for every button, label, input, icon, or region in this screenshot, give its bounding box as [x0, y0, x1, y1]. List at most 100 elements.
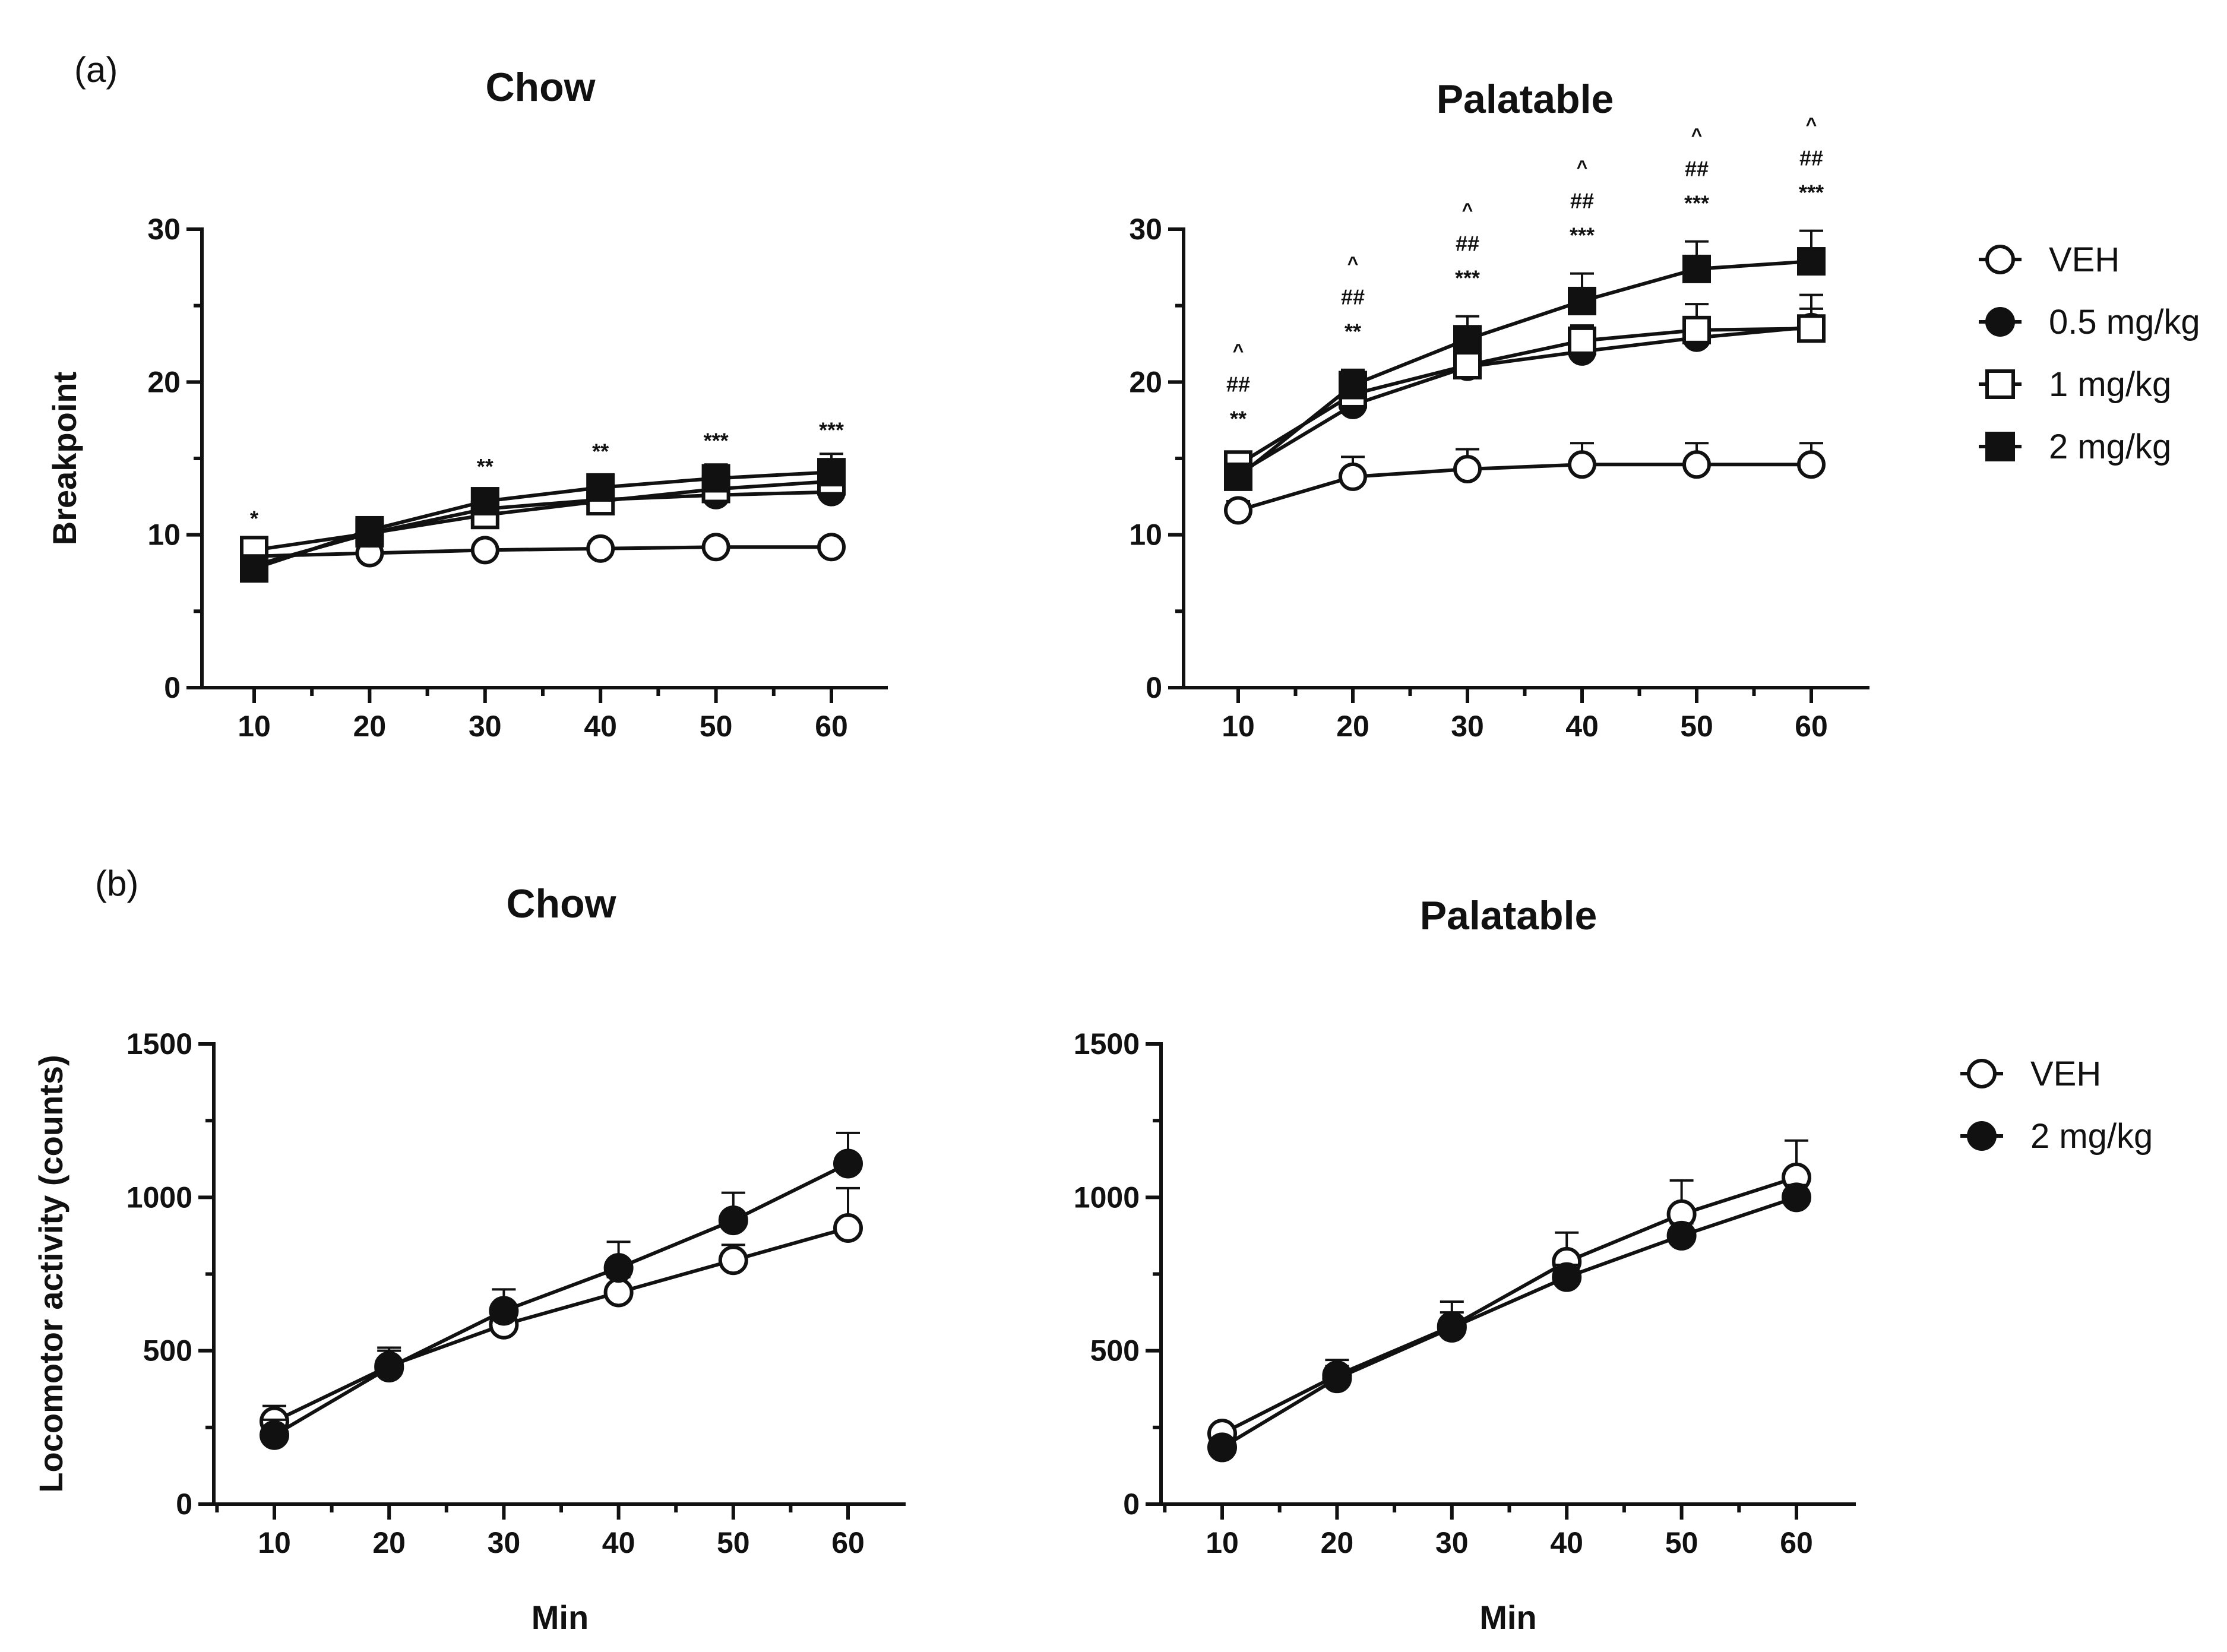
series-veh: [1224, 442, 1826, 525]
panel-label-a: (a): [74, 50, 118, 90]
significance-label: ***: [1570, 223, 1595, 248]
x-tick-label: 20: [353, 710, 387, 743]
legend-label: 2 mg/kg: [2030, 1117, 2153, 1156]
significance-label: *: [250, 507, 258, 531]
y-tick-label: 1500: [126, 1027, 192, 1061]
series-line: [273, 1162, 849, 1437]
data-point: [701, 464, 730, 493]
x-axis-label: Min: [1479, 1599, 1536, 1636]
y-tick-label: 0: [1123, 1488, 1140, 1521]
data-point: [1666, 1220, 1697, 1251]
significance-label: ***: [1455, 266, 1480, 290]
series-line: [1237, 325, 1812, 476]
chart-title: Palatable: [1437, 77, 1614, 122]
legend-label: VEH: [2030, 1055, 2101, 1093]
legend-top: VEH 0.5 mg/kg 1 mg/kg 2 mg/kg: [1979, 240, 2200, 466]
series-veh: [260, 1186, 863, 1436]
y-tick-label: 30: [147, 213, 181, 246]
x-tick-label: 10: [1222, 710, 1255, 743]
x-tick-label: 40: [1565, 710, 1599, 743]
data-point: [718, 1245, 748, 1276]
y-tick-label: 1000: [1074, 1181, 1140, 1214]
x-tick-label: 50: [717, 1526, 750, 1559]
data-point: [1224, 496, 1252, 525]
y-tick-label: 500: [143, 1334, 192, 1368]
data-point: [817, 533, 846, 562]
y-tick-label: 500: [1090, 1334, 1140, 1368]
data-point: [374, 1353, 404, 1383]
y-axis-label: Locomotor activity (counts): [32, 1055, 69, 1492]
x-tick-label: 40: [602, 1526, 635, 1559]
series-2-mg-kg: [240, 452, 846, 583]
data-point: [1453, 351, 1482, 380]
x-tick-label: 60: [1795, 710, 1828, 743]
x-tick-label: 30: [469, 710, 502, 743]
legend-marker: [1985, 307, 2015, 337]
y-tick-label: 20: [1129, 365, 1162, 398]
legend-marker: [1985, 432, 2015, 461]
significance-label: ^: [1347, 253, 1359, 274]
legend-item: VEH: [1979, 240, 2120, 279]
data-point: [1568, 450, 1596, 479]
legend-marker: [1967, 1121, 1997, 1151]
legend-label: 2 mg/kg: [2049, 428, 2171, 466]
data-point: [1453, 455, 1482, 484]
data-point: [1568, 286, 1596, 315]
data-point: [1453, 325, 1482, 354]
data-point: [1224, 462, 1252, 491]
legend-marker: [1967, 1059, 1997, 1088]
data-point: [1568, 326, 1596, 355]
data-point: [1682, 315, 1711, 344]
y-tick-label: 1500: [1074, 1027, 1140, 1061]
y-tick-label: 0: [1146, 671, 1162, 704]
significance-label: ^: [1577, 157, 1588, 178]
chart-b-chow: Chow 0 500 1000 1500 10 20 30 40 50 60 Locomotor ac…: [32, 881, 906, 1636]
y-tick-label: 30: [1129, 213, 1162, 246]
legend-bottom: VEH 2 mg/kg: [1960, 1055, 2153, 1156]
data-point: [718, 1205, 748, 1236]
data-point: [833, 1148, 863, 1179]
legend-item: 2 mg/kg: [1979, 428, 2171, 466]
x-tick-label: 40: [584, 710, 617, 743]
legend-item: 0.5 mg/kg: [1979, 303, 2200, 341]
x-tick-label: 30: [1435, 1526, 1469, 1559]
data-point: [603, 1277, 634, 1308]
significance-label: ^: [1233, 340, 1244, 361]
series-line: [1237, 259, 1812, 479]
data-point: [260, 1420, 289, 1450]
x-tick-label: 60: [1780, 1526, 1813, 1559]
x-tick-label: 20: [1336, 710, 1369, 743]
legend-item: VEH: [1960, 1055, 2101, 1093]
chart-title: Chow: [485, 65, 596, 110]
x-tick-label: 10: [258, 1526, 291, 1559]
series-veh: [240, 533, 846, 571]
y-tick-label: 0: [176, 1488, 192, 1521]
data-point: [240, 554, 268, 583]
series-line: [254, 490, 832, 568]
legend-item: 1 mg/kg: [1979, 365, 2171, 404]
legend-marker: [1985, 369, 2015, 399]
y-tick-label: 10: [147, 518, 181, 552]
data-point: [1797, 247, 1826, 276]
data-point: [1797, 314, 1826, 343]
significance-label: ^: [1691, 125, 1703, 146]
legend-label: 0.5 mg/kg: [2049, 303, 2200, 341]
significance-label: ***: [704, 428, 729, 452]
series-line: [1238, 463, 1811, 512]
significance-label: ##: [1570, 189, 1594, 213]
data-point: [1437, 1312, 1467, 1343]
data-point: [817, 458, 846, 487]
data-point: [489, 1296, 519, 1326]
x-tick-label: 50: [1665, 1526, 1698, 1559]
data-point: [1782, 1182, 1811, 1213]
significance-label: **: [1230, 406, 1247, 431]
data-point: [586, 534, 615, 563]
series-2-mg-kg: [1224, 229, 1826, 491]
data-point: [1207, 1432, 1237, 1463]
x-tick-label: 10: [1206, 1526, 1239, 1559]
series-line: [273, 1226, 849, 1423]
x-tick-label: 50: [700, 710, 733, 743]
x-tick-label: 30: [1451, 710, 1484, 743]
